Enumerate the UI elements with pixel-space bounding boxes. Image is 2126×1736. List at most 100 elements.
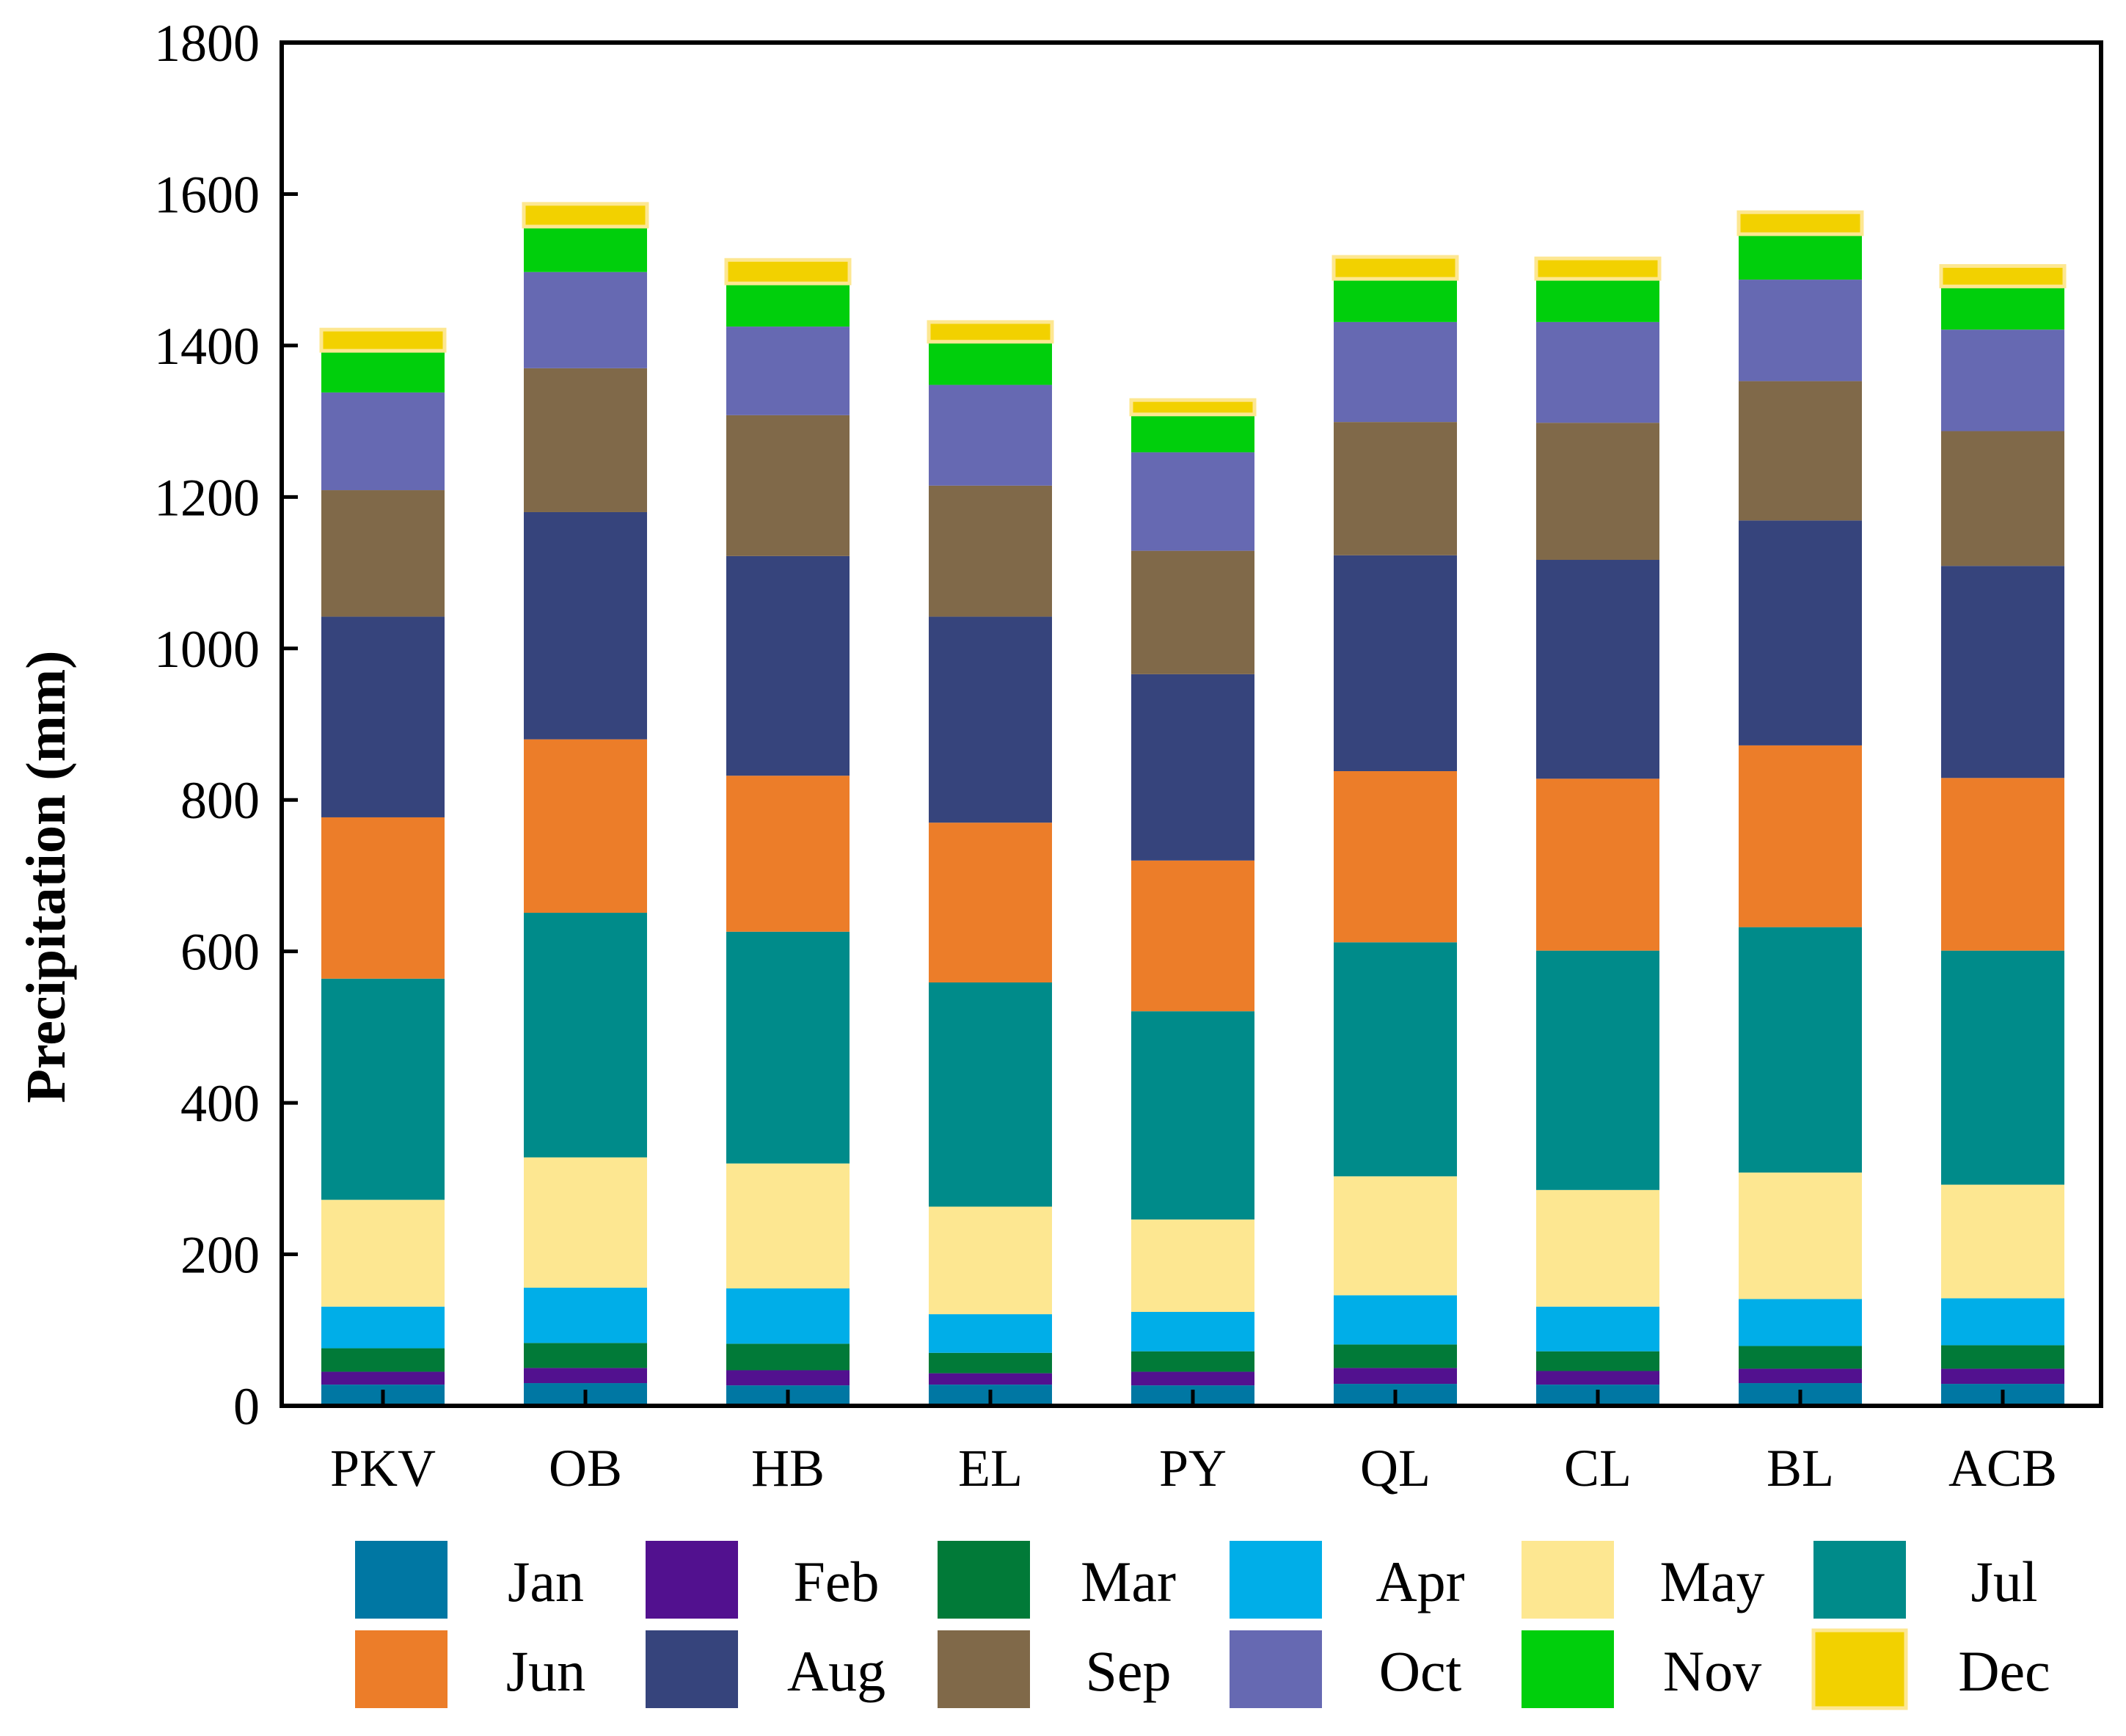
bar-segment-cl-may xyxy=(1536,1189,1659,1307)
bar-segment-hb-mar xyxy=(726,1343,850,1371)
bar-segment-hb-jul xyxy=(726,931,850,1164)
bar-segment-hb-jun xyxy=(726,776,850,932)
bar-segment-py-dec xyxy=(1129,398,1257,417)
bar-segment-el-feb xyxy=(929,1373,1052,1385)
x-tick-label-ql: QL xyxy=(1360,1439,1431,1498)
bar-segment-bl-aug xyxy=(1739,520,1862,745)
legend-item-feb: Feb xyxy=(646,1541,880,1619)
bars-layer xyxy=(319,202,2067,1406)
bar-segment-py-nov xyxy=(1131,414,1254,453)
bar-segment-cl-sep xyxy=(1536,423,1659,561)
bar-segment-el-oct xyxy=(929,384,1052,486)
bar-segment-pkv-feb xyxy=(321,1371,445,1385)
bar-segment-hb-aug xyxy=(726,555,850,776)
bar-segment-py-apr xyxy=(1131,1312,1254,1352)
legend-swatch-jan xyxy=(355,1541,448,1619)
legend-swatch-nov xyxy=(1522,1630,1614,1708)
bar-segment-ob-jun xyxy=(524,739,647,913)
bar-segment-ql-nov xyxy=(1334,279,1457,322)
legend-swatch-apr xyxy=(1230,1541,1322,1619)
bar-segment-ob-dec xyxy=(522,202,649,229)
bar-segment-ql-aug xyxy=(1334,555,1457,771)
legend-label-apr: Apr xyxy=(1376,1550,1464,1613)
bar-segment-acb-apr xyxy=(1941,1298,2064,1346)
bar-segment-pkv-jul xyxy=(321,978,445,1200)
bar-segment-cl-jul xyxy=(1536,950,1659,1190)
bar-stack-el xyxy=(927,320,1054,1406)
legend-swatch-aug xyxy=(646,1630,738,1708)
bar-segment-hb-apr xyxy=(726,1288,850,1344)
legend-item-may: May xyxy=(1522,1541,1764,1619)
y-tick-label: 1600 xyxy=(154,165,260,224)
legend-item-jul: Jul xyxy=(1813,1541,2038,1619)
bar-segment-ob-aug xyxy=(524,511,647,740)
bar-segment-pkv-dec xyxy=(319,327,447,353)
bar-segment-py-mar xyxy=(1131,1351,1254,1372)
bar-segment-pkv-oct xyxy=(321,392,445,491)
bar-segment-cl-jun xyxy=(1536,778,1659,951)
bar-segment-pkv-mar xyxy=(321,1348,445,1372)
legend-swatch-may xyxy=(1522,1541,1614,1619)
bar-segment-bl-dec xyxy=(1736,210,1864,236)
bar-segment-py-may xyxy=(1131,1219,1254,1313)
bar-segment-cl-oct xyxy=(1536,321,1659,423)
legend-label-mar: Mar xyxy=(1081,1550,1176,1613)
bar-segment-acb-oct xyxy=(1941,329,2064,431)
bar-segment-bl-sep xyxy=(1739,381,1862,521)
bar-segment-hb-dec xyxy=(724,258,852,285)
bar-segment-ob-sep xyxy=(524,368,647,512)
legend-swatch-jun xyxy=(355,1630,448,1708)
legend-label-jun: Jun xyxy=(506,1639,585,1703)
bar-segment-pkv-aug xyxy=(321,616,445,817)
legend-swatch-jul xyxy=(1813,1541,1906,1619)
bar-segment-ob-jul xyxy=(524,913,647,1158)
bar-segment-el-apr xyxy=(929,1314,1052,1353)
legend-label-jan: Jan xyxy=(508,1550,584,1613)
bar-segment-ql-dec xyxy=(1332,255,1459,281)
bar-segment-ql-jun xyxy=(1334,770,1457,943)
bar-segment-cl-feb xyxy=(1536,1371,1659,1385)
bar-segment-pkv-may xyxy=(321,1200,445,1307)
x-tick-label-bl: BL xyxy=(1767,1439,1834,1498)
bar-segment-ql-oct xyxy=(1334,321,1457,423)
bar-segment-el-aug xyxy=(929,616,1052,823)
bar-segment-acb-nov xyxy=(1941,286,2064,330)
bar-segment-bl-apr xyxy=(1739,1299,1862,1346)
bar-segment-bl-mar xyxy=(1739,1346,1862,1369)
bar-stack-cl xyxy=(1534,256,1662,1406)
bar-segment-hb-nov xyxy=(726,283,850,327)
bar-segment-cl-dec xyxy=(1534,256,1662,281)
bar-segment-ob-may xyxy=(524,1157,647,1288)
x-tick-label-acb: ACB xyxy=(1948,1439,2057,1498)
bar-segment-pkv-apr xyxy=(321,1306,445,1349)
bar-segment-el-sep xyxy=(929,485,1052,617)
y-tick-label: 1000 xyxy=(154,620,260,679)
bar-segment-acb-dec xyxy=(1939,264,2067,288)
bar-segment-el-may xyxy=(929,1206,1052,1315)
y-tick-label: 600 xyxy=(180,923,260,982)
bar-segment-acb-aug xyxy=(1941,566,2064,778)
legend-swatch-sep xyxy=(938,1630,1030,1708)
bar-segment-el-nov xyxy=(929,341,1052,385)
y-tick-label: 1200 xyxy=(154,468,260,527)
x-tick-label-py: PY xyxy=(1159,1439,1227,1498)
y-axis-title: Precipitation (mm) xyxy=(15,651,77,1104)
x-axis: PKV OB HB EL PY QL CL BL ACB xyxy=(330,1390,2057,1498)
legend-label-oct: Oct xyxy=(1379,1639,1462,1703)
legend-swatch-dec xyxy=(1811,1628,1908,1710)
x-tick-label-pkv: PKV xyxy=(330,1439,436,1498)
bar-segment-pkv-jun xyxy=(321,817,445,979)
legend-swatch-oct xyxy=(1230,1630,1322,1708)
legend-label-jul: Jul xyxy=(1970,1550,2037,1613)
legend-item-jun: Jun xyxy=(355,1630,585,1708)
legend-item-sep: Sep xyxy=(938,1630,1172,1708)
bar-segment-ob-oct xyxy=(524,271,647,368)
bar-segment-hb-sep xyxy=(726,415,850,556)
legend-label-nov: Nov xyxy=(1663,1639,1761,1703)
legend-label-may: May xyxy=(1660,1550,1765,1613)
x-tick-label-el: EL xyxy=(958,1439,1023,1498)
legend-label-sep: Sep xyxy=(1086,1639,1172,1703)
y-tick-label: 1400 xyxy=(154,317,260,376)
bar-segment-bl-jul xyxy=(1739,927,1862,1173)
bar-segment-py-sep xyxy=(1131,550,1254,674)
